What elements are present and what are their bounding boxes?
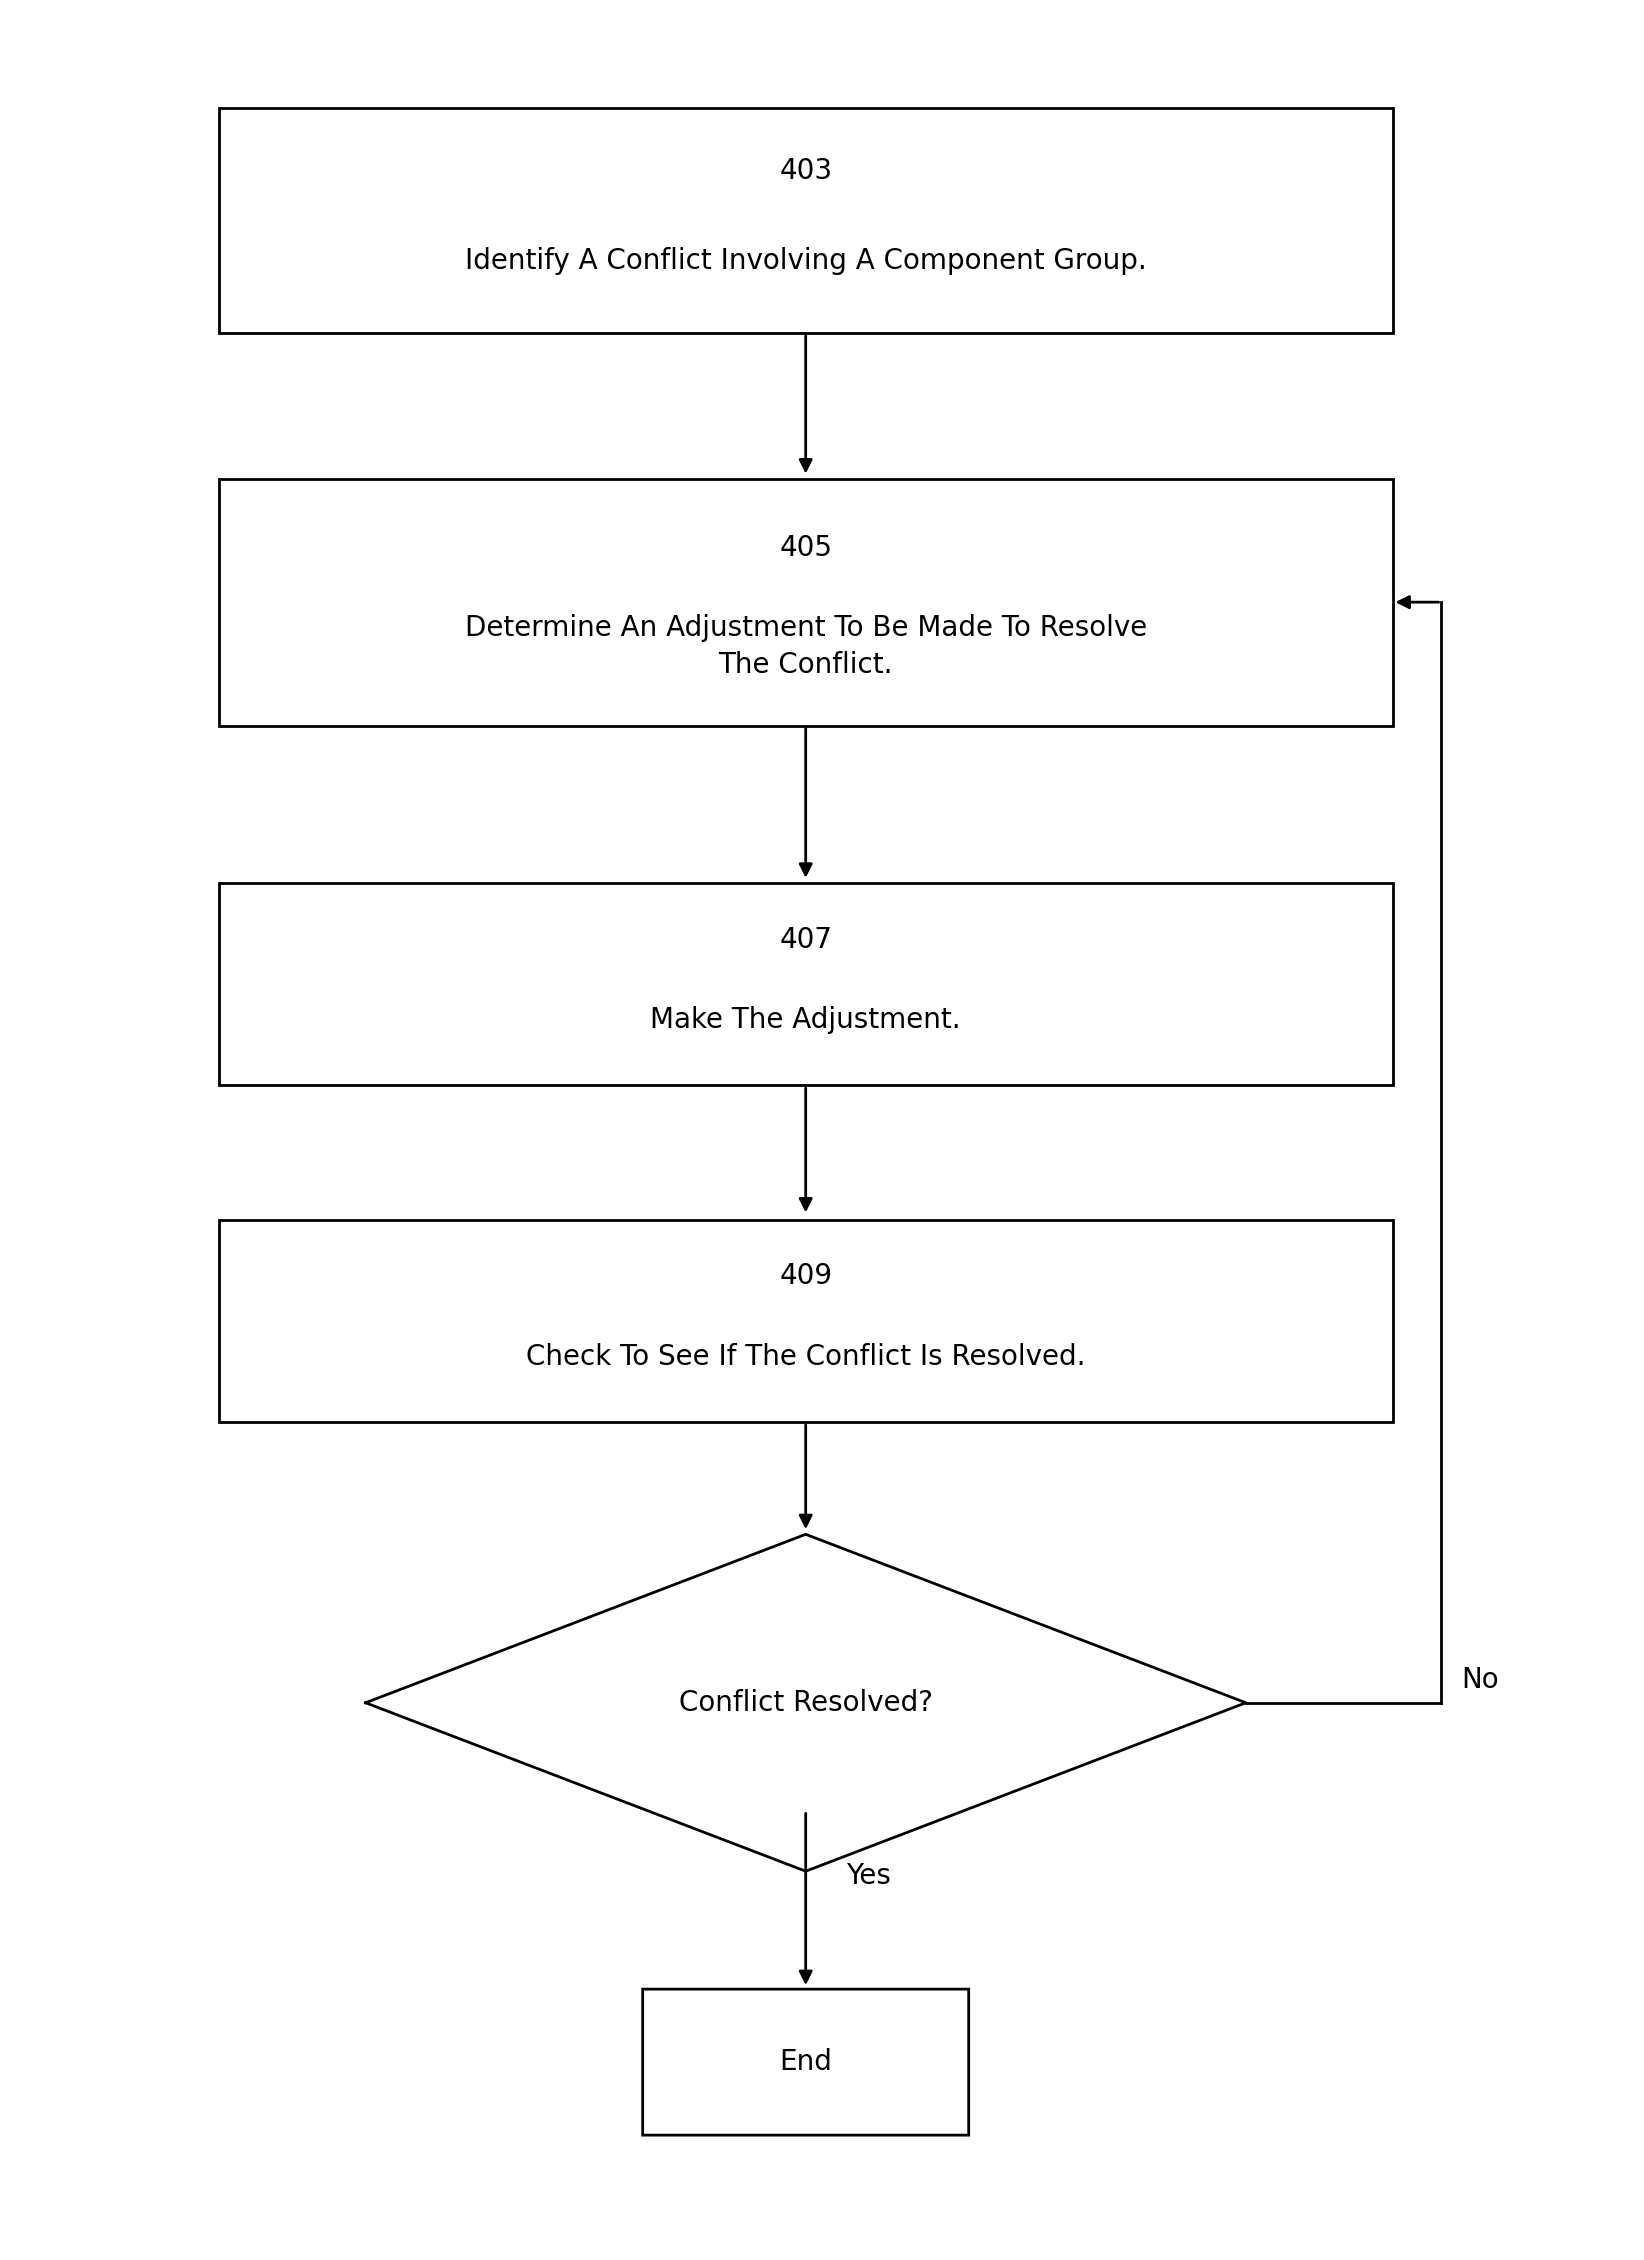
Bar [219,1220,1392,1422]
Text: Check To See If The Conflict Is Resolved.: Check To See If The Conflict Is Resolved… [526,1342,1085,1372]
Bar [219,108,1392,332]
Text: Make The Adjustment.: Make The Adjustment. [651,1006,962,1035]
Text: Conflict Resolved?: Conflict Resolved? [679,1688,932,1718]
Text: Identify A Conflict Involving A Component Group.: Identify A Conflict Involving A Componen… [465,246,1146,276]
Text: 403: 403 [779,156,832,185]
Text: Yes: Yes [847,1862,891,1889]
Text: 405: 405 [779,533,832,563]
Text: 407: 407 [779,927,832,954]
FancyBboxPatch shape [643,1989,968,2136]
Text: Determine An Adjustment To Be Made To Resolve
The Conflict.: Determine An Adjustment To Be Made To Re… [465,615,1148,678]
Text: 409: 409 [779,1263,832,1290]
Text: No: No [1462,1666,1499,1695]
Bar [219,479,1392,725]
Bar [219,884,1392,1085]
Text: End: End [779,2048,832,2077]
